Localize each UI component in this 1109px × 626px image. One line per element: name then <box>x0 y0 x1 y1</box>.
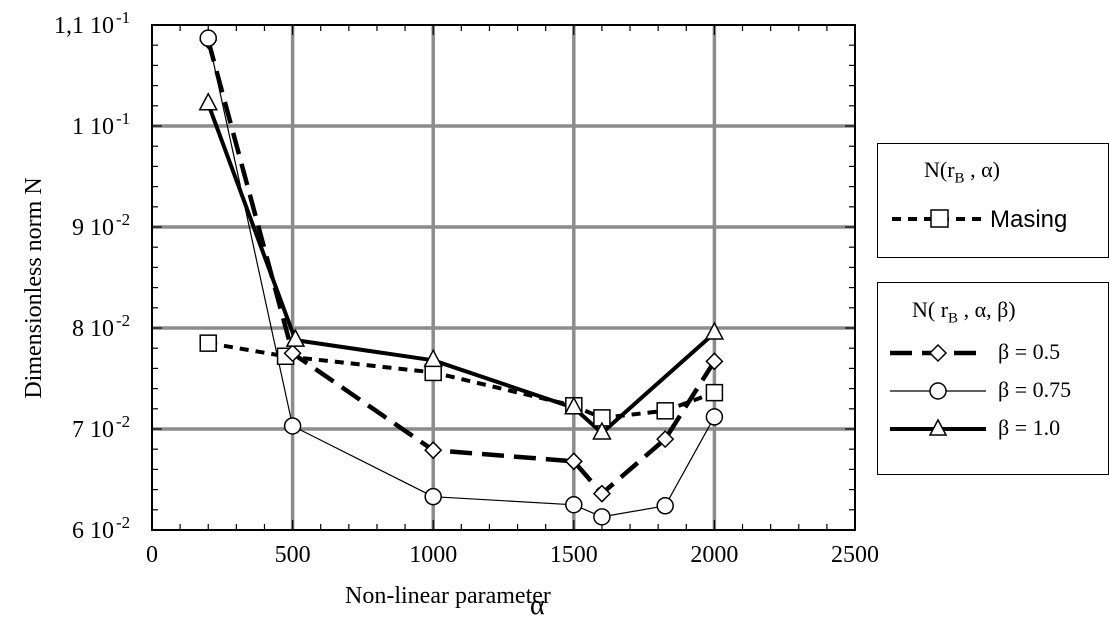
triangle-data-point <box>564 396 584 415</box>
y-tick-label: 8 10 <box>72 316 114 342</box>
x-tick-label: 0 <box>146 542 158 568</box>
diamond-data-point <box>283 344 302 363</box>
circle-data-point <box>593 508 611 526</box>
triangle-data-point <box>592 421 612 440</box>
legend-title-pre: N(r <box>924 157 955 182</box>
x-tick-label: 1000 <box>409 542 457 568</box>
legend-title-post: , α) <box>964 157 1000 182</box>
legend-label-beta-05: β = 0.5 <box>998 339 1061 364</box>
legend-title-sub: B <box>954 170 965 187</box>
y-tick-label: 7 10 <box>72 417 114 443</box>
grid <box>152 25 855 530</box>
legend-beta: N( rB , α, β) β = 0.5 β = 0.75 β = 1.0 <box>877 282 1109 475</box>
y-tick-exponent: -2 <box>116 513 130 532</box>
triangle-data-point <box>285 328 306 347</box>
x-tick-label: 1500 <box>550 542 598 568</box>
circle-data-point <box>705 408 724 426</box>
legend-title: N(rB , α) <box>924 157 1000 187</box>
y-tick-exponent: -1 <box>116 109 130 128</box>
y-tick-label: 6 10 <box>72 518 114 544</box>
series-line-triangle <box>206 103 716 435</box>
diamond-data-point <box>564 452 583 471</box>
x-axis-label: Non-linear parameter <box>345 583 551 609</box>
triangle-data-point <box>704 321 725 340</box>
legend-key-masing <box>892 209 986 228</box>
circle-data-point <box>656 497 674 515</box>
circle-data-point <box>424 487 442 506</box>
triangle-marker-icon <box>928 418 948 436</box>
x-tick-label: 2000 <box>690 542 738 568</box>
y-tick-label: 9 10 <box>72 215 114 241</box>
y-tick-label: 1,1 10 <box>54 13 114 39</box>
y-tick-exponent: -1 <box>116 8 130 27</box>
y-tick-label: 1 10 <box>72 114 114 140</box>
y-tick-exponent: -2 <box>116 311 130 330</box>
x-tick-label: 2500 <box>831 542 879 568</box>
triangle-data-point <box>423 348 443 368</box>
series-line-circle <box>207 37 715 518</box>
legend-key-beta-075 <box>890 382 986 400</box>
square-data-point <box>199 334 217 352</box>
legend-label-beta-075: β = 0.75 <box>998 377 1072 402</box>
square-marker-icon <box>930 209 949 228</box>
circle-marker-icon <box>929 382 947 400</box>
legend-key-beta-05 <box>890 343 986 363</box>
legend-label-masing: Masing <box>990 206 1068 233</box>
diamond-data-point <box>656 430 675 449</box>
legend-title: N( rB , α, β) <box>912 297 1016 327</box>
diamond-data-point <box>424 441 443 460</box>
legend-title-pre: N( r <box>912 297 949 322</box>
diamond-marker-icon <box>928 343 948 363</box>
square-data-point <box>705 383 724 402</box>
y-tick-exponent: -2 <box>116 210 130 229</box>
triangle-data-point <box>198 92 218 111</box>
diamond-data-point <box>592 484 611 503</box>
circle-data-point <box>283 417 302 435</box>
legend-title-post: , α, β) <box>958 297 1016 322</box>
legend-label-beta-10: β = 1.0 <box>998 415 1061 440</box>
square-data-point <box>656 402 674 420</box>
y-axis-label: Dimensionless norm N <box>21 177 47 398</box>
circle-data-point <box>199 29 217 47</box>
series-layer <box>198 29 725 526</box>
legend-key-beta-10 <box>890 418 986 436</box>
legend-title-sub: B <box>948 310 959 327</box>
y-tick-exponent: -2 <box>116 412 130 431</box>
plot-frame <box>151 24 856 531</box>
circle-data-point <box>565 496 583 514</box>
x-tick-label: 500 <box>275 542 311 568</box>
x-axis-symbol: α <box>530 590 545 621</box>
diamond-data-point <box>705 352 724 371</box>
legend-masing: N(rB , α) Masing <box>877 143 1109 258</box>
